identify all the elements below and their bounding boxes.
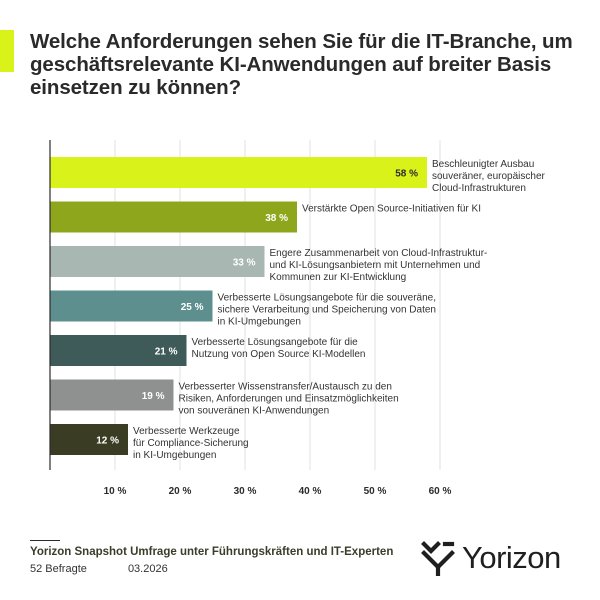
x-tick-label: 10 % — [104, 486, 127, 497]
bar-category-label-line: Cloud-Infrastrukturen — [432, 183, 526, 194]
bar-value-label-2: 38 % — [265, 213, 288, 224]
bar-category-label-line: für Compliance-Sicherung — [133, 438, 249, 449]
bar-category-label-line: und KI-Lösungsanbietern mit Unternehmen … — [270, 260, 481, 271]
brand-logo: Yorizon — [420, 538, 561, 578]
bar-7 — [50, 424, 128, 455]
bar-value-label-3: 33 % — [233, 258, 256, 269]
bar-category-label-7: Verbesserte Werkzeuge für Compliance-Sich… — [133, 426, 249, 461]
bar-category-label-3: Engere Zusammenarbeit von Cloud-Infrastr… — [270, 248, 488, 283]
bar-4 — [50, 290, 213, 322]
footer-respondents: 52 Befragte — [30, 563, 87, 575]
yorizon-mark-icon — [421, 541, 455, 576]
footer-meta: 52 Befragte 03.2026 — [30, 563, 168, 575]
x-tick-label: 40 % — [299, 486, 322, 497]
bar-3 — [50, 246, 265, 277]
bar-category-label-6: Verbesserter Wissenstransfer/Austausch z… — [179, 382, 399, 417]
bar-category-label-line: Beschleunigter Ausbau — [432, 159, 534, 170]
bar-value-label-5: 21 % — [155, 347, 178, 358]
bar-5 — [50, 335, 187, 366]
bar-value-label-1: 58 % — [395, 169, 418, 180]
bar-category-label-line: sichere Verarbeitung und Speicherung von… — [218, 305, 436, 316]
bar-2 — [50, 201, 297, 233]
bar-category-label-line: Engere Zusammenarbeit von Cloud-Infrastr… — [270, 248, 488, 259]
x-tick-label: 20 % — [169, 486, 192, 497]
bar-value-label-6: 19 % — [142, 391, 165, 402]
bar-category-label-line: von souveränen KI-Anwendungen — [179, 406, 330, 417]
brand-wordmark: Yorizon — [462, 540, 561, 575]
bar-value-label-4: 25 % — [181, 302, 204, 313]
footer-divider — [30, 540, 60, 541]
x-tick-label: 60 % — [429, 486, 452, 497]
bar-category-label-line: Verbesserte Lösungsangebote für die souv… — [218, 293, 437, 304]
bar-value-label-7: 12 % — [96, 436, 119, 447]
footer-survey-title: Yorizon Snapshot Umfrage unter Führungsk… — [30, 546, 394, 558]
bar-chart: 58 % Beschleunigter Ausbau souveräner, eur… — [49, 140, 550, 497]
bar-category-label-line: Verbesserte Lösungsangebote für die — [192, 337, 359, 348]
footer-date: 03.2026 — [127, 563, 168, 575]
bar-category-label-line: in KI-Umgebungen — [133, 450, 216, 461]
bar-category-label-2: Verstärkte Open Source-Initiativen für K… — [302, 204, 481, 215]
bar-category-label-4: Verbesserte Lösungsangebote für die souv… — [218, 293, 437, 328]
bar-category-label-line: Nutzung von Open Source KI-Modellen — [192, 349, 366, 360]
x-tick-label: 50 % — [364, 486, 387, 497]
bar-category-label-line: souveräner, europäischer — [432, 171, 546, 182]
bar-category-label-line: Risiken, Anforderungen und Einsatzmöglic… — [179, 394, 399, 405]
bar-1 — [50, 157, 427, 188]
bar-category-label-line: Kommunen zur KI-Entwicklung — [270, 272, 407, 283]
bar-6 — [50, 379, 174, 411]
bar-category-label-line: Verbesserter Wissenstransfer/Austausch z… — [179, 382, 392, 393]
bar-category-label-1: Beschleunigter Ausbau souveräner, europäi… — [432, 159, 546, 194]
x-tick-label: 30 % — [234, 486, 257, 497]
bar-category-label-line: Verstärkte Open Source-Initiativen für K… — [302, 204, 481, 215]
title-accent-bar — [0, 30, 14, 72]
bar-category-label-5: Verbesserte Lösungsangebote für die Nutzu… — [192, 337, 366, 360]
bar-category-label-line: in KI-Umgebungen — [218, 317, 301, 328]
bar-category-label-line: Verbesserte Werkzeuge — [133, 426, 240, 437]
page-title: Welche Anforderungen sehen Sie für die I… — [30, 30, 573, 99]
bar-chart-svg: 58 % Beschleunigter Ausbau souveräner, eur… — [49, 140, 546, 497]
